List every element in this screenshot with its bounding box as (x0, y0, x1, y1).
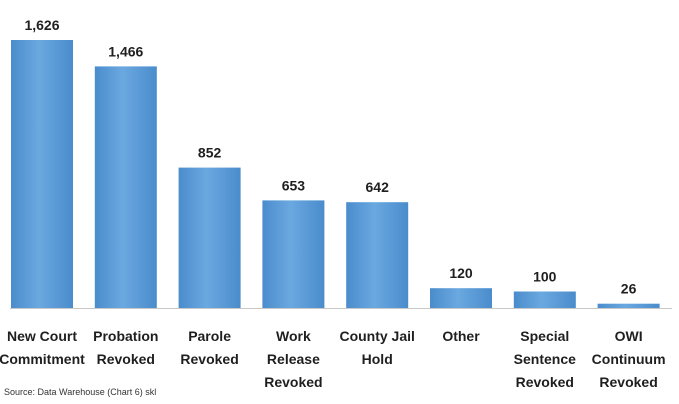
value-label-3: 653 (282, 177, 306, 193)
category-label-0-line-1: Commitment (0, 351, 85, 367)
bar-2 (178, 167, 241, 308)
category-label-7-line-0: OWI (615, 328, 643, 344)
value-label-0: 1,626 (24, 17, 59, 33)
category-label-6-line-0: Special (520, 328, 569, 344)
bars-group (11, 40, 660, 309)
category-label-5: Other (442, 328, 480, 344)
value-label-7: 26 (621, 281, 637, 297)
value-label-5: 120 (449, 265, 473, 281)
bar-7 (597, 303, 660, 308)
category-label-7-line-1: Continuum (592, 351, 666, 367)
category-label-4: County Jail Hold (339, 328, 414, 367)
bar-4 (346, 202, 409, 308)
category-label-6-line-2: Revoked (516, 374, 574, 390)
bar-1 (94, 66, 157, 309)
bar-0 (11, 40, 73, 308)
category-label-4-line-0: County Jail (339, 328, 414, 344)
bar-6 (513, 291, 576, 308)
category-label-5-line-0: Other (442, 328, 480, 344)
value-label-2: 852 (198, 145, 222, 161)
category-label-3-line-2: Revoked (264, 374, 322, 390)
category-label-0-line-0: New Court (7, 328, 77, 344)
category-label-4-line-1: Hold (362, 351, 393, 367)
category-label-1: Probation Revoked (93, 328, 158, 367)
value-label-6: 100 (533, 269, 557, 285)
category-label-2-line-0: Parole (188, 328, 231, 344)
category-label-7: OWI Continuum Revoked (592, 328, 666, 390)
value-label-1: 1,466 (108, 43, 143, 59)
category-label-1-line-0: Probation (93, 328, 158, 344)
category-label-2-line-1: Revoked (180, 351, 238, 367)
category-label-0: New Court Commitment (0, 328, 85, 367)
category-label-3-line-0: Work (276, 328, 311, 344)
bar-3 (262, 200, 325, 308)
value-label-4: 642 (366, 179, 390, 195)
bar-5 (430, 288, 492, 308)
category-label-1-line-1: Revoked (97, 351, 155, 367)
source-note: Source: Data Warehouse (Chart 6) skl (4, 387, 157, 397)
category-label-6-line-1: Sentence (514, 351, 576, 367)
category-label-7-line-2: Revoked (599, 374, 657, 390)
value-labels-group: 1,626 1,466 852 653 642 120 100 26 (24, 17, 636, 297)
category-label-3-line-1: Release (267, 351, 320, 367)
category-label-6: Special Sentence Revoked (514, 328, 576, 390)
category-label-3: Work Release Revoked (264, 328, 322, 390)
category-label-2: Parole Revoked (180, 328, 238, 367)
